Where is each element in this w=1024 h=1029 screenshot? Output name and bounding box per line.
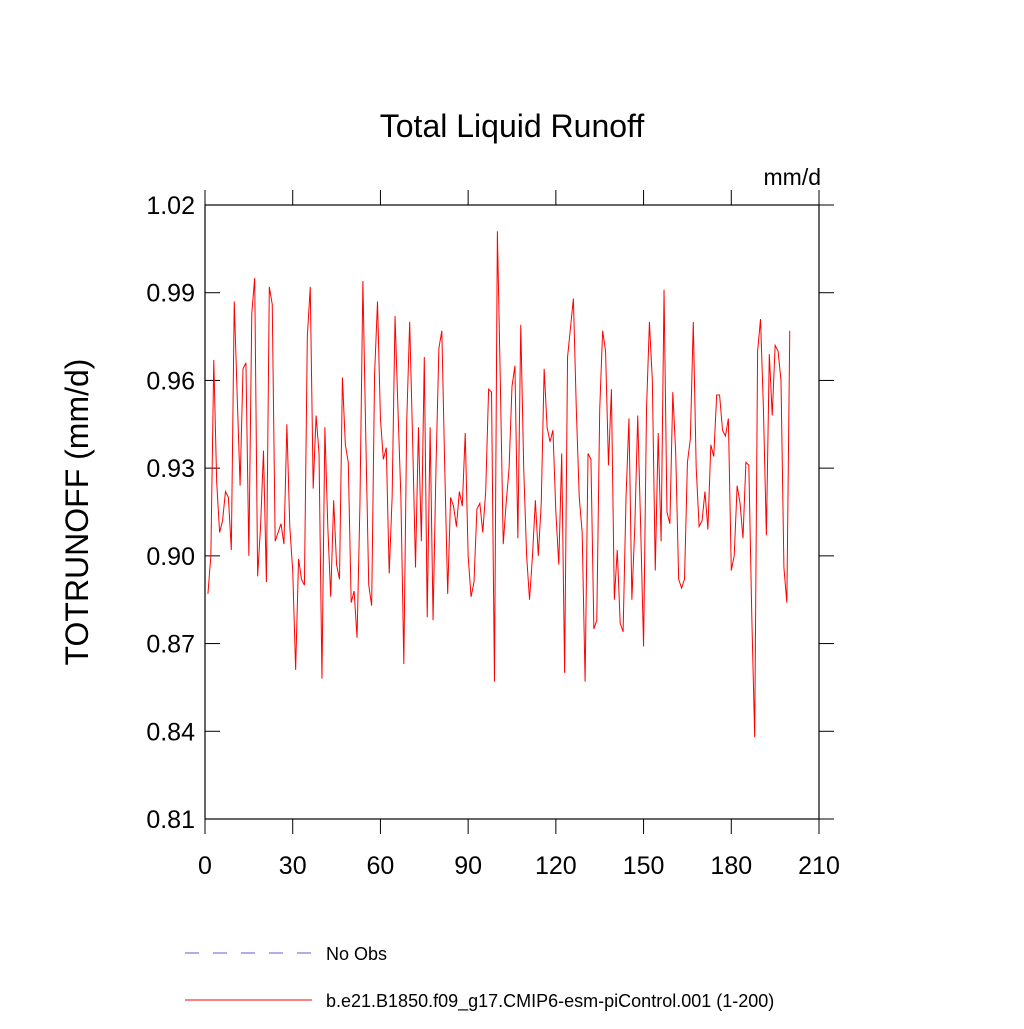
x-tick-label: 30 [279, 852, 307, 880]
x-tick-label: 60 [367, 852, 395, 880]
series-line [207, 231, 791, 738]
x-tick-label: 90 [454, 852, 482, 880]
y-tick-label: 0.90 [146, 543, 195, 571]
y-tick-label: 0.84 [146, 718, 195, 746]
x-tick-label: 150 [623, 852, 665, 880]
x-tick-label: 180 [710, 852, 752, 880]
units-label: mm/d [764, 164, 822, 190]
x-tick-label: 120 [535, 852, 577, 880]
y-tick-label: 0.93 [146, 455, 195, 483]
chart-title: Total Liquid Runoff [380, 108, 645, 144]
y-axis-label: TOTRUNOFF (mm/d) [59, 359, 95, 666]
legend-label: b.e21.B1850.f09_g17.CMIP6-esm-piControl.… [326, 991, 774, 1012]
y-tick-label: 0.96 [146, 367, 195, 395]
x-tick-label: 210 [798, 852, 840, 880]
legend-label: No Obs [326, 944, 387, 964]
y-tick-label: 0.87 [146, 631, 195, 659]
y-tick-label: 0.99 [146, 280, 195, 308]
plot-frame [204, 204, 820, 820]
y-tick-label: 0.81 [146, 806, 195, 834]
x-tick-label: 0 [198, 852, 212, 880]
y-tick-label: 1.02 [146, 192, 195, 220]
